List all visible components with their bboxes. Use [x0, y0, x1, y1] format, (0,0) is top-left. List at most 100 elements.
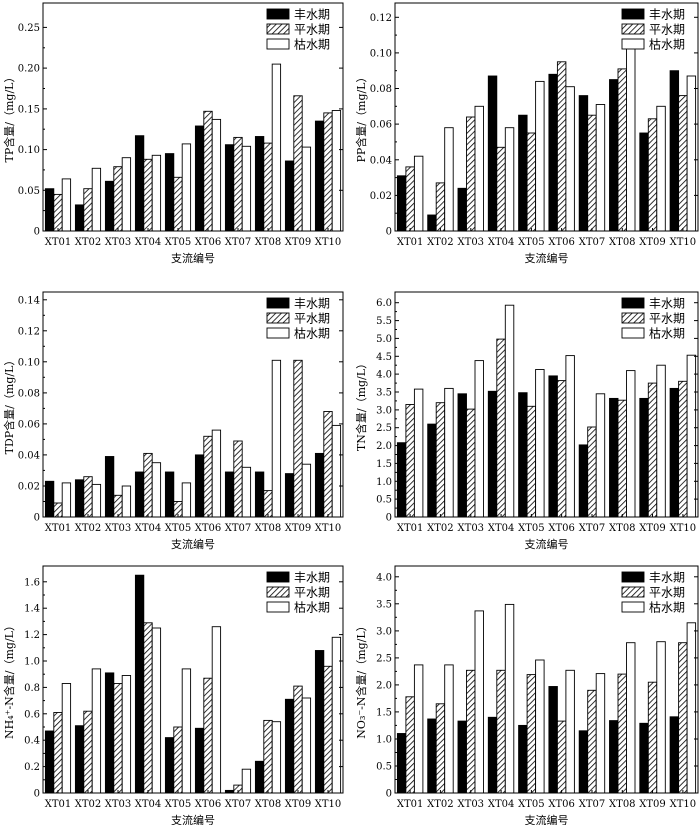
x-tick-label: XT08	[609, 799, 636, 810]
x-tick-label: XT07	[225, 523, 252, 534]
bar	[609, 79, 619, 232]
bar	[203, 110, 213, 232]
bar	[164, 153, 175, 232]
bar	[396, 175, 407, 232]
bar	[578, 730, 589, 794]
bar	[535, 659, 545, 794]
x-tick-label: XT06	[195, 237, 222, 248]
bar	[556, 380, 567, 518]
x-tick-label: XT02	[427, 523, 454, 534]
y-tick-label: 3.5	[376, 388, 392, 399]
x-tick-label: XT07	[579, 237, 606, 248]
x-tick-label: XT01	[397, 237, 424, 248]
y-tick-label: 0.02	[370, 191, 392, 202]
bar	[609, 397, 619, 518]
y-tick-label: 2.0	[376, 441, 392, 452]
bar	[121, 675, 132, 794]
bar	[435, 402, 446, 518]
y-axis-title: PP含量/（mg/L）	[354, 72, 368, 163]
bar	[595, 673, 606, 794]
y-tick-label: 1.0	[24, 657, 40, 668]
y-tick-label: 1.4	[24, 604, 40, 615]
bar	[669, 70, 680, 232]
bar	[457, 393, 467, 518]
bar	[323, 112, 333, 232]
y-tick-label: 0.25	[18, 23, 40, 34]
bar	[284, 473, 295, 518]
x-tick-label: XT06	[195, 523, 222, 534]
legend-label: 平水期	[294, 586, 330, 600]
x-tick-label: XT08	[255, 799, 282, 810]
legend-swatch	[266, 586, 290, 598]
y-tick-label: 0.5	[376, 495, 392, 506]
legend-label: 丰水期	[649, 8, 685, 22]
bar	[444, 127, 454, 232]
y-tick-label: 0.8	[24, 683, 40, 694]
bar	[113, 494, 123, 518]
y-tick-label: 1.2	[24, 630, 40, 641]
bar	[194, 727, 205, 794]
legend-label: 丰水期	[294, 297, 330, 311]
bar	[587, 426, 597, 518]
bar	[143, 622, 153, 794]
legend-swatch	[266, 297, 290, 309]
bar	[405, 404, 415, 518]
x-tick-label: XT03	[105, 523, 132, 534]
bar	[427, 423, 437, 518]
bar	[518, 114, 528, 232]
bar	[293, 359, 303, 518]
bar	[284, 698, 295, 794]
y-tick-label: 3.0	[376, 405, 392, 416]
legend-label: 丰水期	[649, 297, 685, 311]
y-tick-label: 0.20	[18, 64, 40, 75]
x-tick-label: XT08	[255, 237, 282, 248]
bar	[435, 703, 446, 794]
plot-frame	[394, 291, 699, 518]
x-tick-label: XT05	[518, 237, 545, 248]
x-tick-label: XT03	[105, 799, 132, 810]
x-tick-label: XT06	[195, 799, 222, 810]
x-tick-label: XT02	[75, 523, 102, 534]
bar	[617, 68, 627, 232]
bar	[548, 686, 558, 794]
y-tick-label: 2.5	[376, 423, 392, 434]
bar	[427, 214, 437, 232]
bar	[44, 480, 55, 518]
legend-label: 枯水期	[649, 326, 685, 341]
bar	[556, 720, 567, 794]
x-tick-label: XT01	[45, 523, 72, 534]
bar	[444, 664, 454, 794]
y-tick-label: 1.6	[24, 577, 40, 588]
bar	[293, 95, 303, 232]
bar	[74, 479, 85, 518]
bar	[74, 725, 85, 794]
bar	[535, 369, 545, 518]
bar	[457, 187, 467, 232]
y-tick-label: 2.5	[376, 653, 392, 664]
legend-swatch	[621, 571, 645, 583]
bar	[91, 167, 102, 232]
legend-label: 丰水期	[649, 571, 685, 585]
bar	[526, 674, 537, 794]
y-tick-label: 0.5	[376, 762, 392, 773]
bar	[639, 132, 649, 232]
bar	[656, 105, 666, 232]
bar	[656, 641, 666, 794]
legend-swatch	[621, 327, 645, 339]
legend-swatch	[266, 571, 290, 583]
bar	[518, 724, 528, 794]
bar	[413, 388, 424, 518]
bar	[656, 364, 666, 518]
legend-swatch	[266, 327, 290, 339]
bar	[587, 114, 597, 232]
legend-swatch	[266, 23, 290, 35]
bar	[413, 155, 424, 232]
y-tick-label: 0.04	[370, 155, 392, 166]
legend-swatch	[266, 312, 290, 324]
bar	[121, 485, 132, 518]
bar	[104, 672, 115, 794]
bar	[61, 178, 72, 232]
